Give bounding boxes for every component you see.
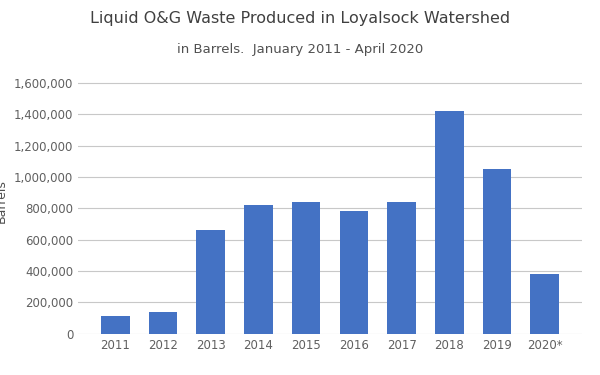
Bar [435,111,464,334]
Bar [387,202,416,334]
Bar [483,168,511,334]
Bar [196,230,225,334]
Bar [149,312,177,334]
Bar [292,202,320,334]
Text: in Barrels.  January 2011 - April 2020: in Barrels. January 2011 - April 2020 [177,43,423,56]
Bar [340,211,368,334]
Bar [530,274,559,334]
Bar [101,316,130,334]
Text: Liquid O&G Waste Produced in Loyalsock Watershed: Liquid O&G Waste Produced in Loyalsock W… [90,11,510,26]
Bar [244,204,273,334]
Y-axis label: Barrels: Barrels [0,179,8,223]
